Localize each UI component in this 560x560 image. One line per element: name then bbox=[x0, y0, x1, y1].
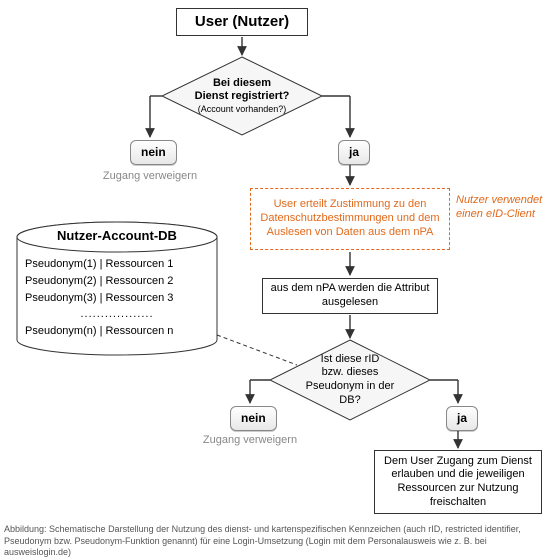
consent-text: User erteilt Zustimmung zu den Datenschu… bbox=[257, 198, 443, 239]
btn-ja-1-label: ja bbox=[349, 145, 359, 160]
deny-label-1: Zugang verweigern bbox=[90, 170, 210, 184]
final-box: Dem User Zugang zum Dienst erlauben und … bbox=[374, 450, 542, 514]
decision2-l3: Pseudonym in der bbox=[306, 380, 395, 394]
btn-nein-2: nein bbox=[230, 406, 277, 431]
figure-caption: Abbildung: Schematische Darstellung der … bbox=[4, 524, 556, 558]
start-box: User (Nutzer) bbox=[176, 8, 308, 36]
decision2-l2: bzw. dieses bbox=[322, 366, 379, 380]
btn-nein-2-label: nein bbox=[241, 411, 266, 426]
btn-ja-1: ja bbox=[338, 140, 370, 165]
db-row-2: Pseudonym(2) | Ressourcen 2 bbox=[25, 275, 173, 289]
decision-rid: Ist diese rID bzw. dieses Pseudonym in d… bbox=[290, 350, 410, 410]
db-row-dots: .................. bbox=[80, 308, 153, 322]
decision1-line2: Dienst registriert? bbox=[195, 90, 290, 104]
decision2-l4: DB? bbox=[339, 394, 360, 408]
start-label: User (Nutzer) bbox=[195, 13, 289, 32]
btn-nein-1-label: nein bbox=[141, 145, 166, 160]
consent-box: User erteilt Zustimmung zu den Datenschu… bbox=[250, 188, 450, 250]
db-rows: Pseudonym(1) | Ressourcen 1 Pseudonym(2)… bbox=[25, 258, 209, 339]
eid-note-l2: einen eID-Client bbox=[456, 208, 535, 222]
eid-note-l1: Nutzer verwendet bbox=[456, 194, 542, 208]
final-text: Dem User Zugang zum Dienst erlauben und … bbox=[381, 455, 535, 510]
btn-nein-1: nein bbox=[130, 140, 177, 165]
deny-label-2: Zugang verweigern bbox=[190, 434, 310, 448]
attr-box: aus dem nPA werden die Attribut ausgeles… bbox=[262, 278, 438, 314]
decision1-line1: Bei diesem bbox=[213, 77, 271, 91]
btn-ja-2: ja bbox=[446, 406, 478, 431]
decision-registered: Bei diesem Dienst registriert? (Account … bbox=[164, 68, 320, 124]
db-row-3: Pseudonym(3) | Ressourcen 3 bbox=[25, 292, 173, 306]
db-row-1: Pseudonym(1) | Ressourcen 1 bbox=[25, 258, 173, 272]
db-title: Nutzer-Account-DB bbox=[50, 228, 184, 244]
attr-text: aus dem nPA werden die Attribut ausgeles… bbox=[269, 282, 431, 310]
decision1-sub: (Account vorhanden?) bbox=[198, 104, 287, 115]
eid-note: Nutzer verwendet einen eID-Client bbox=[456, 194, 556, 222]
decision2-l1: Ist diese rID bbox=[321, 353, 380, 367]
db-row-n: Pseudonym(n) | Ressourcen n bbox=[25, 325, 173, 339]
btn-ja-2-label: ja bbox=[457, 411, 467, 426]
